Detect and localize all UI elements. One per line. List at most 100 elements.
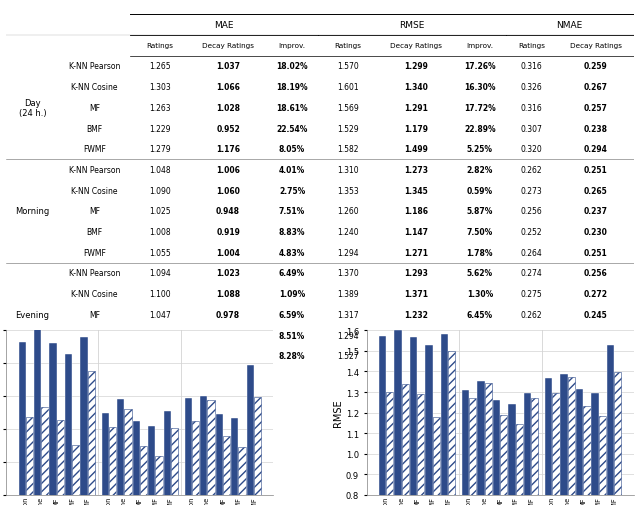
Text: 0.59%: 0.59% <box>467 186 493 195</box>
Text: K-NN Pearson: K-NN Pearson <box>68 166 120 175</box>
Bar <box>598 416 606 505</box>
Bar <box>34 330 42 505</box>
Text: 0.256: 0.256 <box>521 207 543 216</box>
Text: 1.399: 1.399 <box>404 351 428 361</box>
Bar <box>462 390 469 505</box>
Text: MAE: MAE <box>214 21 234 30</box>
Text: 2.75%: 2.75% <box>279 186 305 195</box>
Text: 0.952: 0.952 <box>216 124 240 133</box>
Text: 1.008: 1.008 <box>149 228 171 236</box>
Text: 0.237: 0.237 <box>584 331 607 340</box>
Bar <box>493 400 500 505</box>
Bar <box>57 420 64 505</box>
Bar <box>607 345 614 505</box>
Text: 1.240: 1.240 <box>337 228 359 236</box>
Text: 0.227: 0.227 <box>584 351 607 361</box>
Bar <box>102 414 109 505</box>
Bar <box>552 394 559 505</box>
Text: K-NN Cosine: K-NN Cosine <box>71 186 118 195</box>
Text: FWMF: FWMF <box>83 145 106 154</box>
Text: BMF: BMF <box>86 331 102 340</box>
Bar <box>583 406 591 505</box>
Text: 0.262: 0.262 <box>521 166 543 175</box>
Bar <box>72 445 79 505</box>
Text: 1.303: 1.303 <box>149 83 171 92</box>
Text: 1.317: 1.317 <box>337 310 359 319</box>
Text: 0.978: 0.978 <box>216 310 240 319</box>
Bar <box>49 343 57 505</box>
Text: Ratings: Ratings <box>335 43 362 49</box>
Text: 0.919: 0.919 <box>216 228 240 236</box>
Text: 1.066: 1.066 <box>216 83 240 92</box>
Text: 1.055: 1.055 <box>149 248 171 257</box>
Text: 0.252: 0.252 <box>521 228 543 236</box>
Text: 1.094: 1.094 <box>149 269 171 278</box>
Text: Ratings: Ratings <box>518 43 545 49</box>
Text: Day
(24 h.): Day (24 h.) <box>19 98 46 118</box>
Bar <box>231 418 239 505</box>
Bar <box>516 424 523 505</box>
Text: 0.258: 0.258 <box>521 331 543 340</box>
Text: 1.570: 1.570 <box>337 62 359 71</box>
Text: 1.30%: 1.30% <box>467 289 493 298</box>
Text: 1.263: 1.263 <box>149 104 171 113</box>
Text: 0.259: 0.259 <box>584 62 607 71</box>
Text: 1.499: 1.499 <box>404 145 428 154</box>
Text: 0.320: 0.320 <box>521 145 543 154</box>
Text: 0.948: 0.948 <box>216 207 240 216</box>
Text: 1.271: 1.271 <box>404 248 428 257</box>
Bar <box>140 446 147 505</box>
Text: 1.389: 1.389 <box>337 289 359 298</box>
Text: 0.316: 0.316 <box>521 62 543 71</box>
Text: 1.229: 1.229 <box>150 124 171 133</box>
Text: 1.09%: 1.09% <box>279 289 305 298</box>
Text: 1.529: 1.529 <box>337 124 359 133</box>
Text: 4.01%: 4.01% <box>279 166 305 175</box>
Text: Improv.: Improv. <box>278 43 305 49</box>
Text: K-NN Cosine: K-NN Cosine <box>71 289 118 298</box>
Text: 1.196: 1.196 <box>149 351 171 361</box>
Text: Morning: Morning <box>15 207 49 216</box>
Text: 1.047: 1.047 <box>149 310 171 319</box>
Text: 6.45%: 6.45% <box>467 310 493 319</box>
Bar <box>469 398 477 505</box>
Text: 0.238: 0.238 <box>584 124 607 133</box>
Text: 0.251: 0.251 <box>584 248 607 257</box>
Bar <box>545 378 552 505</box>
Bar <box>254 397 261 505</box>
Bar <box>185 398 192 505</box>
Text: 1.088: 1.088 <box>216 289 240 298</box>
Bar <box>425 345 433 505</box>
Text: 5.87%: 5.87% <box>467 207 493 216</box>
Text: 2.82%: 2.82% <box>467 166 493 175</box>
Bar <box>132 421 140 505</box>
Text: BMF: BMF <box>86 228 102 236</box>
Text: 1.291: 1.291 <box>404 104 428 113</box>
Text: 0.275: 0.275 <box>521 289 543 298</box>
Text: 0.251: 0.251 <box>584 166 607 175</box>
Bar <box>156 456 163 505</box>
Text: 1.293: 1.293 <box>404 269 428 278</box>
Text: 1.023: 1.023 <box>216 269 240 278</box>
Bar <box>568 378 575 505</box>
Bar <box>524 393 531 505</box>
Bar <box>394 330 401 505</box>
Text: 7.51%: 7.51% <box>279 207 305 216</box>
Text: 5.25%: 5.25% <box>467 145 493 154</box>
Text: 6.59%: 6.59% <box>279 310 305 319</box>
Bar <box>508 405 516 505</box>
Bar <box>26 417 33 505</box>
Text: 0.307: 0.307 <box>521 124 543 133</box>
Text: 1.582: 1.582 <box>337 145 358 154</box>
Bar <box>433 417 440 505</box>
Text: 0.262: 0.262 <box>521 310 543 319</box>
Text: 1.294: 1.294 <box>337 248 359 257</box>
Text: MF: MF <box>89 207 100 216</box>
Text: 1.176: 1.176 <box>216 145 240 154</box>
Text: 0.946: 0.946 <box>216 331 240 340</box>
Bar <box>109 427 116 505</box>
Bar <box>448 351 455 505</box>
Bar <box>148 427 156 505</box>
Bar <box>171 428 178 505</box>
Text: 0.326: 0.326 <box>521 83 543 92</box>
